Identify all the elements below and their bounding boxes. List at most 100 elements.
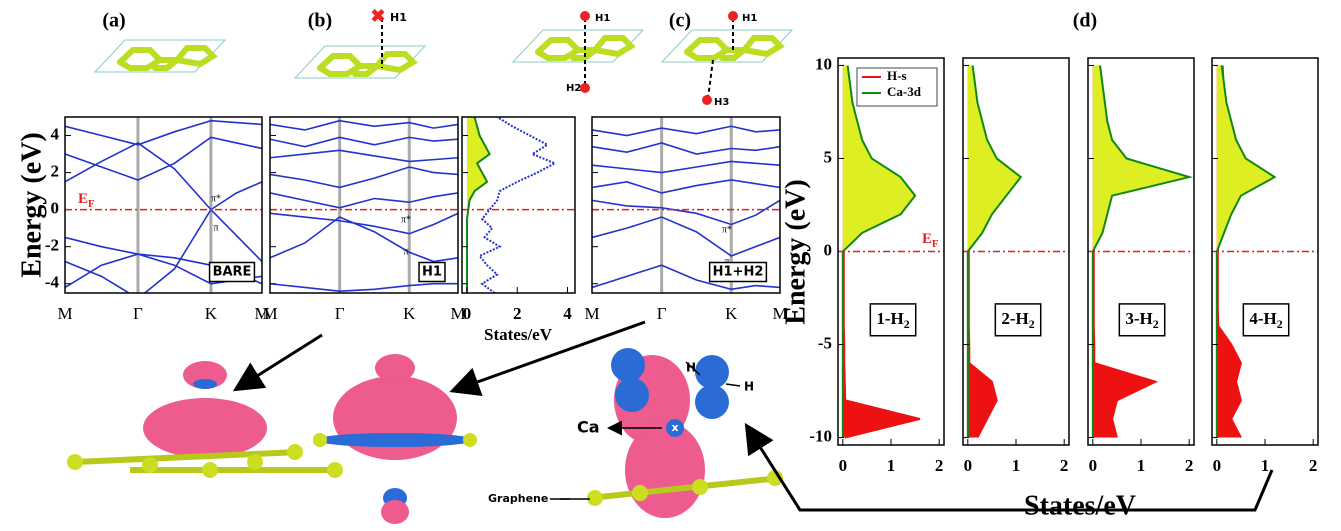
- panel-label: (b): [308, 10, 332, 32]
- legend-label: Ca-3d: [887, 84, 922, 99]
- band-line: [592, 199, 780, 226]
- label-box: [708, 261, 768, 283]
- band-line: [270, 282, 458, 292]
- x-tick-label: 1: [1012, 456, 1021, 475]
- x-tick-label: 0: [1213, 456, 1222, 475]
- y-axis-label: Energy (eV): [780, 179, 811, 324]
- label: 4-H2: [1249, 309, 1282, 331]
- band-line: [592, 264, 780, 291]
- band-annotation: π: [213, 222, 218, 233]
- band-line: [65, 136, 262, 181]
- band-line: [270, 192, 458, 209]
- band-annotation: π: [403, 246, 408, 257]
- atom-label: H2: [566, 83, 581, 94]
- label-sub: 2: [904, 317, 910, 331]
- x-tick-label: 4: [563, 304, 572, 323]
- dos-line: [477, 117, 558, 293]
- dos-area: [842, 65, 916, 438]
- label-box: [994, 303, 1042, 337]
- x-tick-label: M: [254, 304, 269, 323]
- atom-label: H: [744, 380, 754, 394]
- band-annotation: π*: [401, 214, 411, 225]
- legend-box: [856, 67, 938, 107]
- y-tick-label: 0: [51, 199, 60, 218]
- dos-area: [1216, 65, 1241, 438]
- label-main: E: [922, 231, 932, 247]
- band-line: [270, 212, 458, 235]
- box-label: H1: [422, 265, 442, 280]
- band-line: [270, 149, 458, 163]
- x-tick-label: 1: [1137, 456, 1146, 475]
- x-tick-label: 1: [887, 456, 896, 475]
- band-line: [65, 208, 262, 293]
- dos-area: [467, 117, 490, 293]
- label-main: 1-H: [876, 309, 903, 328]
- band-line: [270, 166, 458, 189]
- atom-label: H1: [390, 11, 407, 24]
- label: EF: [922, 231, 938, 250]
- y-tick-label: 2: [51, 161, 60, 180]
- label-main: E: [78, 191, 88, 207]
- band-line: [270, 216, 458, 263]
- band-annotation: π*: [211, 193, 221, 204]
- band-line: [270, 136, 458, 148]
- x-tick-label: Γ: [335, 304, 345, 323]
- x-axis-label: States/eV: [1024, 490, 1136, 521]
- x-tick-label: 2: [935, 456, 944, 475]
- x-tick-label: 0: [463, 304, 472, 323]
- x-tick-label: M: [450, 304, 465, 323]
- y-tick-label: 5: [824, 147, 833, 166]
- atom-label: H1: [742, 13, 757, 24]
- atom-label: H1: [595, 13, 610, 24]
- panel-label: (c): [669, 10, 691, 32]
- x-tick-label: M: [772, 304, 787, 323]
- y-tick-label: -4: [45, 273, 60, 292]
- label-sub: 2: [1029, 317, 1035, 331]
- dos-line: [466, 117, 491, 293]
- legend-label: H-s: [887, 68, 907, 83]
- plot-frame: [1211, 57, 1319, 446]
- atom-label: H: [686, 361, 696, 375]
- box-label: H1+H2: [713, 265, 764, 280]
- plot-frame: [591, 116, 781, 294]
- plot-frame: [962, 57, 1070, 446]
- panel-label: (d): [1073, 10, 1097, 32]
- label-box: [1118, 303, 1166, 337]
- band-line: [592, 125, 780, 137]
- plot-area: [270, 117, 458, 293]
- label-box: [869, 303, 917, 337]
- x-tick-label: Γ: [133, 304, 143, 323]
- x-tick-label: 1: [1261, 456, 1270, 475]
- x-tick-label: 0: [964, 456, 973, 475]
- label-main: 3-H: [1125, 309, 1152, 328]
- atom-label: Ca: [577, 418, 600, 437]
- x-axis-label: States/eV: [484, 325, 553, 344]
- label-main: 4-H: [1249, 309, 1276, 328]
- atom-label: H3: [714, 97, 729, 108]
- plot-area: [466, 117, 558, 293]
- x-tick-label: 2: [1309, 456, 1318, 475]
- label: 1-H2: [876, 309, 909, 331]
- structures: ✖: [67, 6, 792, 524]
- label-box: [1242, 303, 1290, 337]
- x-tick-label: K: [403, 304, 416, 323]
- x-tick-label: K: [725, 304, 738, 323]
- atom-label: Graphene: [488, 492, 548, 505]
- plot-frame: [269, 116, 459, 294]
- plot-frame: [837, 57, 945, 446]
- y-tick-label: -10: [809, 426, 832, 445]
- label-sub: 2: [1277, 317, 1283, 331]
- y-tick-label: -2: [45, 236, 59, 255]
- arrows: [232, 320, 1274, 512]
- y-tick-label: 0: [824, 240, 833, 259]
- dos-area: [1216, 65, 1275, 438]
- band-line: [592, 160, 780, 174]
- band-line: [65, 119, 262, 146]
- x-tick-label: M: [584, 304, 599, 323]
- plot-frame: [1087, 57, 1195, 446]
- y-tick-label: -5: [818, 333, 832, 352]
- label-sub: F: [88, 199, 94, 210]
- panel-label: (a): [102, 10, 125, 32]
- y-tick-label: 4: [51, 124, 60, 143]
